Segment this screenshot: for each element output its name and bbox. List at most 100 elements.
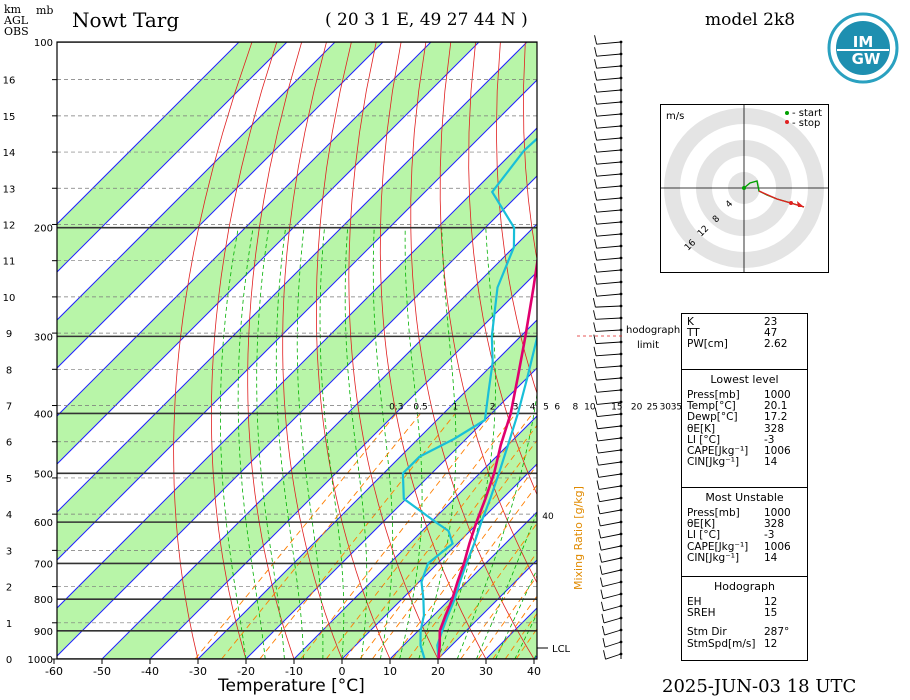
wind-barb: [601, 569, 622, 575]
wind-barb: [600, 521, 622, 527]
wind-barb-flag: [594, 131, 598, 141]
km-tick-label: 5: [6, 474, 12, 485]
wind-barb-flag: [603, 650, 606, 660]
wind-barb-flag: [593, 358, 597, 369]
moist-adiabat: [256, 227, 285, 659]
km-tick-label: 9: [6, 329, 12, 340]
wind-barb-flag: [594, 119, 598, 129]
x-tick-label: 20: [431, 665, 445, 678]
wind-barb-flag: [594, 191, 598, 201]
isotherm-line: [57, 42, 432, 417]
wind-barb: [596, 233, 622, 237]
mixing-ratio-label: 35: [671, 402, 682, 412]
mixing-ratio-line: [371, 439, 537, 659]
wind-barb: [596, 209, 622, 213]
wind-barb: [602, 581, 622, 587]
km-tick-label: 4: [6, 510, 12, 521]
unstable-row: Press[mb] 1000: [687, 507, 791, 519]
wind-barb-flag: [593, 322, 597, 332]
wind-barb-flag: [599, 565, 603, 575]
wind-barb-flag: [593, 310, 596, 320]
wind-barb: [596, 269, 622, 273]
wind-barb-flag: [594, 239, 598, 249]
wind-barb-flag: [594, 71, 598, 81]
km-tick-label: 14: [3, 148, 16, 159]
hodo-stop-marker: [785, 120, 789, 124]
mixing-ratio-line: [325, 413, 517, 659]
dry-adiabat: [173, 42, 253, 659]
isotherm-line: [57, 42, 288, 273]
mixing-ratio-line: [460, 551, 537, 659]
hodo-ring-4: 4: [724, 199, 735, 210]
wind-barb: [603, 605, 622, 612]
dry-adiabat: [823, 42, 910, 659]
lowest-row: Temp[°C] 20.1: [687, 400, 788, 413]
wind-barb-flag: [597, 492, 600, 502]
isotherm-line: [57, 79, 537, 561]
hodo-row: Stm Dir 287°: [687, 626, 790, 639]
wind-barb: [597, 425, 622, 430]
hodograph-limit-label: hodograph: [626, 325, 680, 336]
lowest-row: θE[K] 328: [687, 422, 785, 435]
wind-barb-flag: [598, 541, 602, 551]
wind-barb-flag: [594, 227, 598, 237]
units-mb: mb: [36, 4, 54, 17]
units-km: km: [4, 3, 22, 16]
wind-barb-flag: [594, 107, 598, 117]
wind-barb: [596, 389, 622, 393]
km-tick-label: 15: [3, 112, 16, 123]
wind-barb: [596, 281, 622, 285]
mixing-ratio-label: 20: [631, 402, 643, 412]
lowest-row: CAPE[Jkg⁻¹] 1006: [687, 444, 791, 457]
mixing-ratio-label: 2: [490, 402, 496, 412]
wind-barb: [596, 161, 622, 165]
dry-adiabat: [348, 42, 439, 659]
wind-barb-flag: [594, 383, 598, 393]
km-tick-label: 13: [3, 184, 16, 195]
moist-adiabat: [219, 227, 247, 659]
wind-barb-flag: [594, 95, 598, 105]
wind-barb-flag: [594, 215, 598, 225]
pressure-tick-label: 1000: [28, 655, 53, 666]
hodo-row: EH 12: [687, 596, 778, 608]
lcl-label: LCL: [552, 644, 571, 655]
mixing-ratio-line: [515, 628, 537, 659]
unstable-row: CAPE[Jkg⁻¹] 1006: [687, 540, 791, 553]
moist-adiabat: [399, 227, 423, 659]
wind-barb: [596, 113, 622, 117]
mixing-ratio-line: [221, 413, 421, 659]
wind-barb-flag: [592, 298, 596, 308]
wind-barb: [599, 509, 622, 515]
km-tick-label: 16: [3, 76, 16, 87]
mixing-ratio-line: [359, 424, 537, 659]
mixing-ratio-label: 0.5: [413, 402, 427, 412]
plot-area: [57, 42, 910, 659]
wind-barb: [596, 257, 622, 261]
km-tick-label: 2: [6, 583, 12, 594]
wind-barb-flag: [594, 203, 598, 213]
wind-barb-flag: [601, 613, 605, 624]
wind-barb: [598, 473, 622, 478]
moist-adiabat: [344, 227, 368, 659]
wind-barb: [600, 545, 622, 551]
units-agl: AGL: [4, 14, 29, 27]
mixing-ratio-label: 30: [660, 402, 672, 412]
moist-adiabat: [495, 568, 537, 659]
pressure-tick-label: 200: [34, 224, 53, 235]
isotherm-line: [57, 175, 537, 657]
dry-adiabat: [315, 42, 391, 659]
mixing-ratio-line: [408, 484, 537, 659]
pressure-tick-label: 600: [34, 518, 53, 529]
km-tick-label: 3: [6, 546, 12, 557]
wind-barb: [596, 53, 622, 57]
mixing-ratio-label: 0.3: [389, 402, 403, 412]
wind-barb: [596, 149, 622, 153]
wind-barb: [596, 77, 622, 81]
x-tick-label: 0: [339, 665, 346, 678]
isotherm-line: [57, 42, 240, 225]
lowest-row: Press[mb] 1000: [687, 389, 791, 401]
wind-barb: [602, 593, 622, 600]
hodo-legend-start: - start: [792, 108, 822, 119]
km-tick-label: 11: [3, 257, 16, 268]
unstable-row: CIN[Jkg⁻¹] 14: [687, 551, 778, 564]
